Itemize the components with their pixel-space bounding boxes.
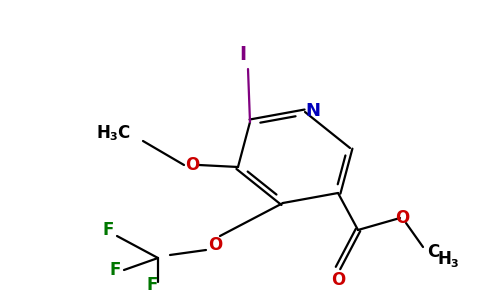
- Text: C: C: [117, 124, 129, 142]
- Text: I: I: [240, 46, 246, 64]
- Text: 3: 3: [450, 259, 458, 269]
- Text: F: F: [146, 276, 158, 294]
- Text: O: O: [331, 271, 345, 289]
- Text: O: O: [185, 156, 199, 174]
- Text: C: C: [427, 243, 439, 261]
- Text: F: F: [102, 221, 114, 239]
- Text: H: H: [96, 124, 110, 142]
- Text: F: F: [109, 261, 121, 279]
- Text: O: O: [395, 209, 409, 227]
- Text: N: N: [305, 102, 320, 120]
- Text: H: H: [437, 250, 451, 268]
- Text: 3: 3: [109, 132, 117, 142]
- Text: O: O: [208, 236, 222, 254]
